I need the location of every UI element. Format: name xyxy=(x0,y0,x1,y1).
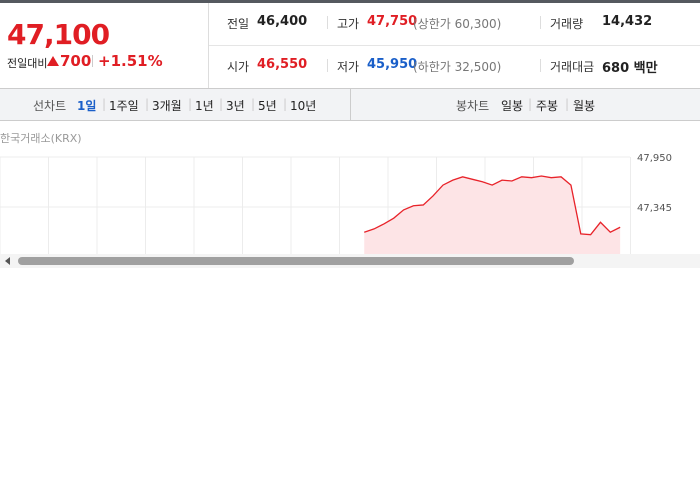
price-line xyxy=(364,175,621,236)
info-label: 시가 xyxy=(227,60,250,74)
nav-sep: | xyxy=(528,97,533,111)
nav-label: 봉차트 xyxy=(456,99,490,113)
y-tick-label: 47,345 xyxy=(637,203,672,214)
info-label: 거래대금 xyxy=(550,60,595,74)
top-border xyxy=(0,0,700,3)
source: 한국거래소(KRX) xyxy=(0,132,82,145)
nav-tab[interactable]: 월봉 xyxy=(573,99,596,113)
info-note: (상한가 60,300) xyxy=(413,17,502,31)
info-label: 거래량 xyxy=(550,17,584,31)
info-value: 14,432 xyxy=(602,14,653,29)
change-pct: +1.51% xyxy=(98,52,163,70)
nav-tab[interactable]: 3년 xyxy=(226,99,245,113)
divider xyxy=(208,3,209,88)
col-sep xyxy=(327,16,328,29)
nav-tab[interactable]: 주봉 xyxy=(536,99,559,113)
nav-sep: | xyxy=(102,97,107,111)
plot: 46,740 47,345 47,950 xyxy=(0,153,672,264)
nav-label: 선차트 xyxy=(33,99,67,113)
divider xyxy=(209,45,700,46)
nav-sep: | xyxy=(283,97,288,111)
nav-sep: | xyxy=(565,97,570,111)
nav-tab[interactable]: 1주일 xyxy=(109,99,139,113)
y-tick-label: 47,950 xyxy=(637,153,672,164)
nav-divider xyxy=(350,89,351,120)
nav-tab[interactable]: 3개월 xyxy=(152,99,182,113)
info-value: 46,550 xyxy=(257,57,308,72)
info-label: 저가 xyxy=(337,60,360,74)
nav-tab[interactable]: 1일 xyxy=(77,99,97,113)
info-label: 전일 xyxy=(227,17,250,31)
nav-tab[interactable]: 일봉 xyxy=(501,99,524,113)
info-value: 45,950 xyxy=(367,57,418,72)
chart: 46,740 47,345 47,950 xyxy=(0,153,700,268)
nav-sep: | xyxy=(188,97,193,111)
info-note: (하한가 32,500) xyxy=(413,60,502,74)
change: 700 xyxy=(60,52,92,70)
price: 47,100 xyxy=(7,18,110,51)
info-value: 46,400 xyxy=(257,14,308,29)
scroll-thumb xyxy=(18,257,574,265)
chart-nav: 선차트 1일 | 1주일 | 3개월 | 1년 | 3년 | 5년 | 10년 봉차트 일봉 | 주봉 | 월봉 xyxy=(0,88,700,121)
info-label: 고가 xyxy=(337,17,360,31)
nav-sep: | xyxy=(219,97,224,111)
area xyxy=(364,176,621,254)
col-sep xyxy=(540,59,541,72)
col-sep xyxy=(540,16,541,29)
info-value: 680 백만 xyxy=(602,61,658,76)
col-sep xyxy=(327,59,328,72)
info-value: 47,750 xyxy=(367,14,418,29)
change-label: 전일대비 xyxy=(7,57,48,70)
nav-tab[interactable]: 1년 xyxy=(195,99,214,113)
y-tick-label: 46,740 xyxy=(637,253,672,264)
nav-tab[interactable]: 5년 xyxy=(258,99,277,113)
nav-tab[interactable]: 10년 xyxy=(290,99,317,113)
up-arrow xyxy=(47,56,59,66)
sep xyxy=(92,55,93,67)
scroll-left xyxy=(5,257,10,265)
nav-sep: | xyxy=(251,97,256,111)
nav-sep: | xyxy=(145,97,150,111)
